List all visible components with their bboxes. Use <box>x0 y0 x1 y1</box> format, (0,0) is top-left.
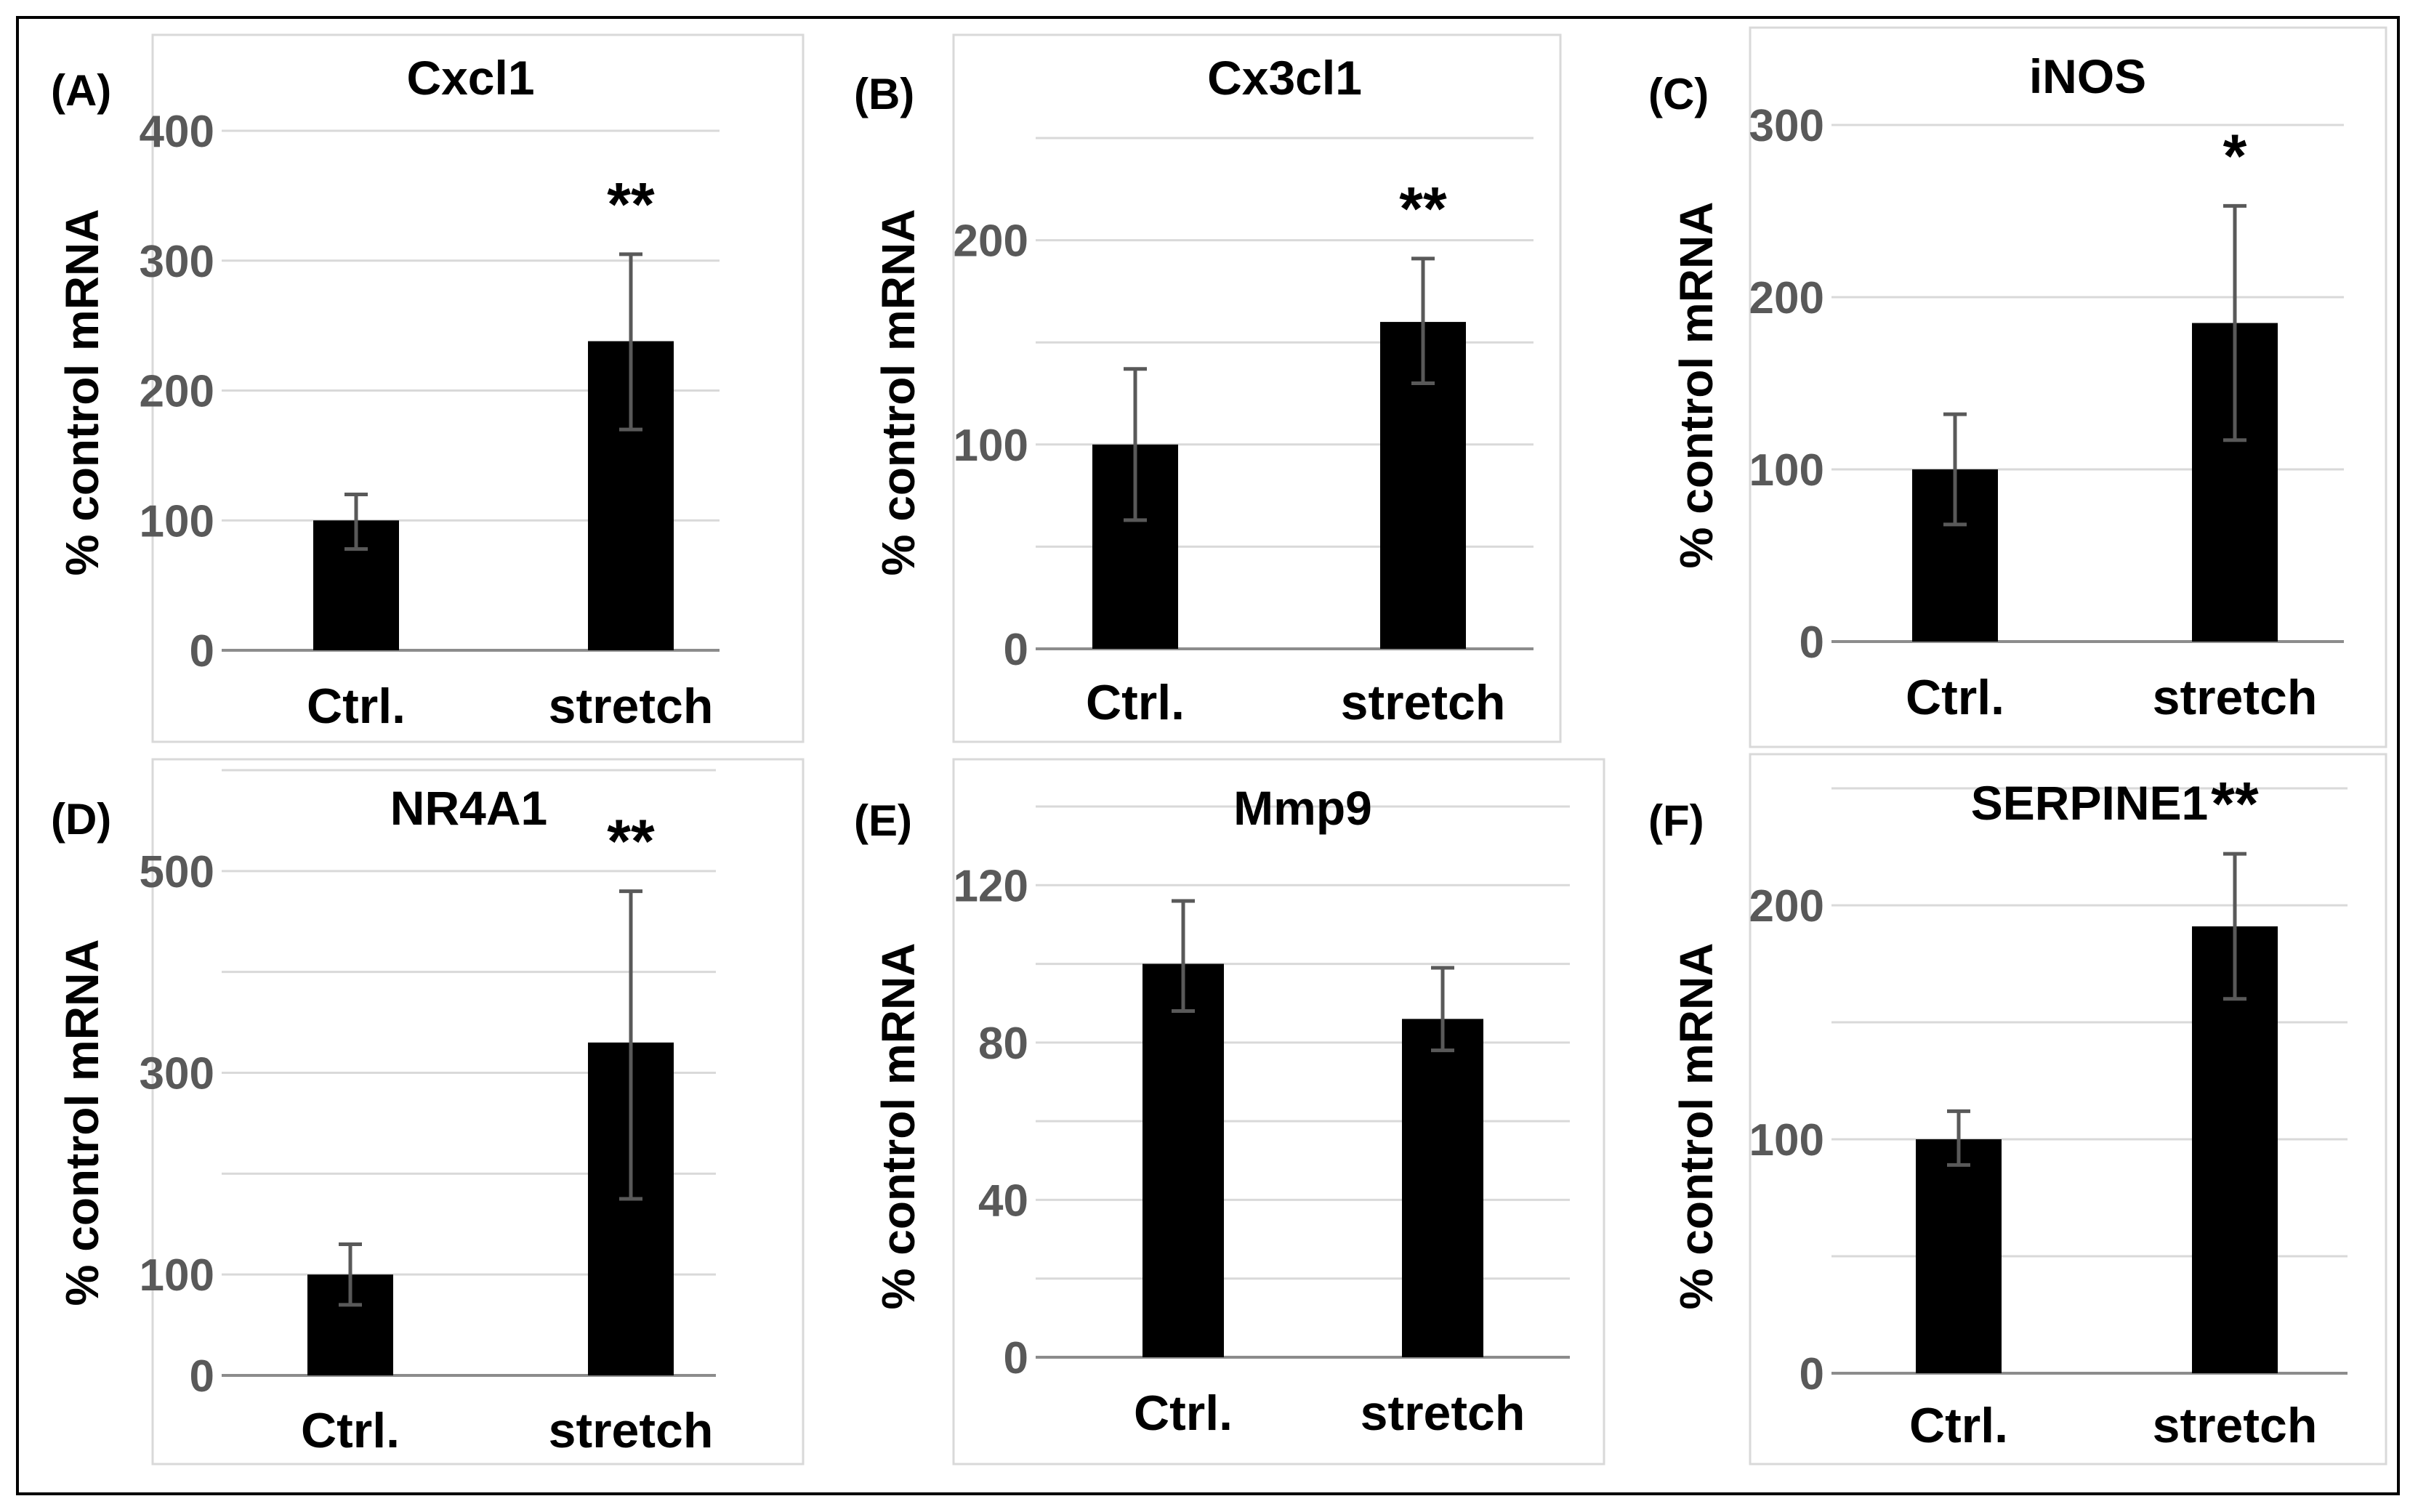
error-bar <box>339 1242 362 1307</box>
error-bar <box>1947 1109 1970 1167</box>
panel-letter: (A) <box>51 66 111 115</box>
y-tick-label: 0 <box>190 626 214 676</box>
y-tick-label: 500 <box>140 847 214 897</box>
chart-title: SERPINE1 <box>1971 776 2208 830</box>
panel-letter: (B) <box>854 70 914 118</box>
chart-panel-c: 0 100 200 300 iNOS (C) % control mRNA Ctrl. stre… <box>1648 26 2387 748</box>
error-bar <box>619 889 642 1201</box>
panel-border <box>952 758 1605 1465</box>
category-label: stretch <box>1341 675 1506 730</box>
panel-letter: (D) <box>51 795 111 844</box>
y-axis-label: % control mRNA <box>872 209 924 576</box>
y-tick-label: 100 <box>1749 1115 1824 1165</box>
error-bar <box>1411 256 1435 385</box>
panel-border <box>1749 753 2387 1465</box>
chart-panel-e: 0 40 80 120 Mmp9 (E) % control mRNA Ctrl. stretc… <box>854 758 1605 1465</box>
y-axis-label: % control mRNA <box>1670 943 1722 1310</box>
bar-ctrl <box>1142 963 1224 1357</box>
bar-ctrl <box>1916 1139 2002 1373</box>
category-label: Ctrl. <box>1906 670 2004 725</box>
y-axis-label: % control mRNA <box>56 939 108 1306</box>
chart-title: Mmp9 <box>1233 781 1372 835</box>
error-bar <box>1172 899 1195 1014</box>
y-tick-label: 200 <box>140 367 214 417</box>
y-tick-label: 0 <box>1004 625 1028 675</box>
y-tick-label: 100 <box>140 496 214 546</box>
error-bar <box>344 493 368 551</box>
y-tick-label: 0 <box>1800 618 1824 668</box>
category-label: Ctrl. <box>301 1403 400 1458</box>
error-bar <box>2223 203 2246 442</box>
panel-letter: (C) <box>1648 70 1709 118</box>
significance-marker: ** <box>2211 769 2259 838</box>
panel-border <box>952 33 1562 743</box>
chart-panel-f: 0 100 200 SERPINE1 (F) % control mRNA Ctrl. str… <box>1648 753 2387 1465</box>
panel-border <box>1749 26 2387 748</box>
y-axis-label: % control mRNA <box>1670 202 1722 569</box>
bar-stretch <box>1402 1019 1483 1357</box>
significance-marker: ** <box>607 807 655 876</box>
y-tick-label: 100 <box>954 421 1028 471</box>
chart-title: NR4A1 <box>390 781 547 835</box>
y-axis-label: % control mRNA <box>872 943 924 1310</box>
significance-marker: ** <box>607 170 655 238</box>
error-bar <box>1431 966 1454 1053</box>
y-tick-label: 200 <box>1749 273 1824 323</box>
error-bar <box>619 252 642 432</box>
significance-marker: ** <box>1399 174 1447 243</box>
y-tick-label: 300 <box>1749 101 1824 151</box>
y-tick-label: 400 <box>140 107 214 157</box>
y-tick-label: 0 <box>190 1351 214 1402</box>
category-label: stretch <box>549 679 714 734</box>
y-tick-label: 0 <box>1800 1349 1824 1399</box>
bar-stretch <box>2192 926 2278 1373</box>
y-axis-label: % control mRNA <box>56 209 108 576</box>
y-tick-label: 100 <box>140 1250 214 1301</box>
y-tick-label: 80 <box>978 1019 1028 1069</box>
y-tick-label: 0 <box>1004 1333 1028 1383</box>
chart-title: Cxcl1 <box>406 51 534 105</box>
y-tick-label: 100 <box>1749 445 1824 496</box>
category-label: stretch <box>2153 670 2318 725</box>
category-label: stretch <box>549 1403 714 1458</box>
error-bar <box>1943 412 1967 527</box>
y-tick-label: 40 <box>978 1176 1028 1226</box>
panel-border <box>151 758 805 1465</box>
category-label: stretch <box>1361 1386 1526 1441</box>
chart-title: iNOS <box>2029 49 2146 103</box>
panel-letter: (E) <box>854 796 912 845</box>
panel-letter: (F) <box>1648 796 1704 845</box>
category-label: Ctrl. <box>1086 675 1185 730</box>
category-label: Ctrl. <box>1134 1386 1233 1441</box>
figure-frame <box>16 16 2400 1495</box>
panel-border <box>151 33 805 743</box>
chart-panel-a: 0 100 200 300 400 Cxcl1 (A) % control mRNA Ctrl.… <box>51 33 805 743</box>
y-tick-label: 200 <box>1749 881 1824 931</box>
category-label: Ctrl. <box>307 679 406 734</box>
y-tick-label: 120 <box>954 861 1028 911</box>
error-bar <box>1124 367 1147 522</box>
chart-panel-d: 0 100 300 500 NR4A1 (D) % control mRNA Ctrl. str… <box>51 758 805 1465</box>
error-bar <box>2223 852 2246 1001</box>
y-tick-label: 300 <box>140 237 214 287</box>
chart-panel-b: 0 100 200 Cx3cl1 (B) % control mRNA Ctrl. stret… <box>854 33 1562 743</box>
chart-title: Cx3cl1 <box>1207 51 1362 105</box>
significance-marker: * <box>2223 121 2247 190</box>
category-label: stretch <box>2153 1398 2318 1453</box>
category-label: Ctrl. <box>1909 1398 2008 1453</box>
y-tick-label: 300 <box>140 1049 214 1099</box>
y-tick-label: 200 <box>954 217 1028 267</box>
